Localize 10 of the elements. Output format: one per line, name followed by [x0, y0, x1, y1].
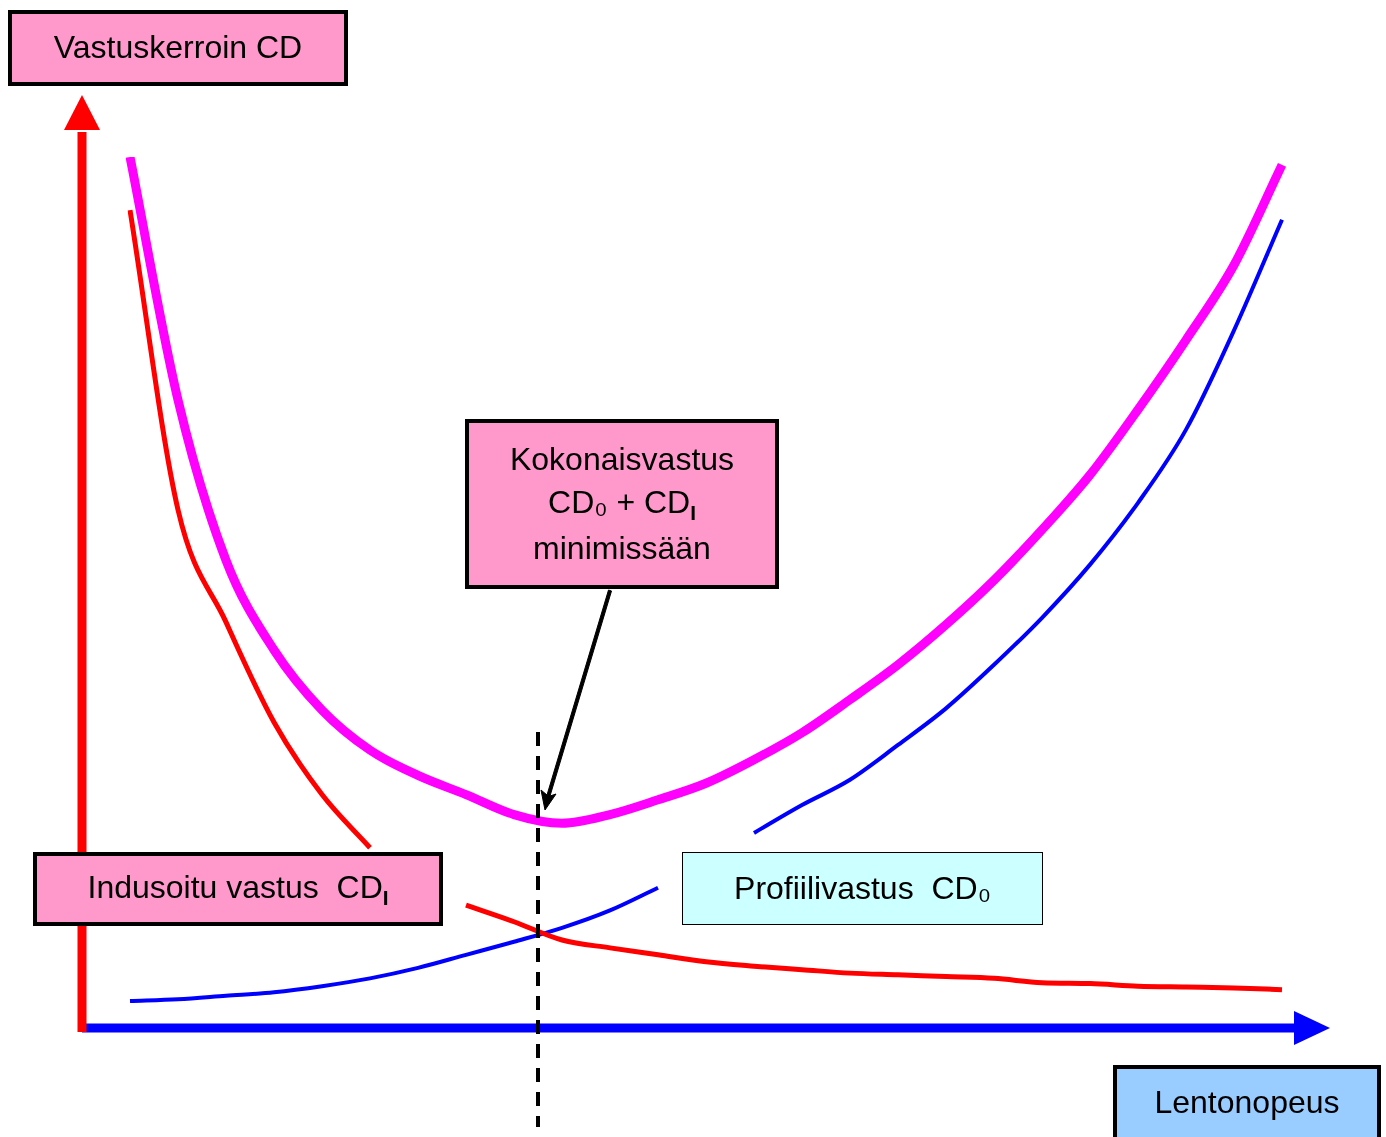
label-box: Profiilivastus CD₀ [682, 852, 1043, 925]
annotation: Kokonaisvastus CD₀ + CD$_{I}$ minimissään [509, 439, 735, 569]
series-label: Indusoitu vastus CD$_{I}$ [87, 867, 389, 912]
label-box: Vastuskerroin CD [8, 10, 348, 86]
label-box: Kokonaisvastus CD₀ + CD$_{I}$ minimissään [465, 419, 779, 589]
label-box: Indusoitu vastus CD$_{I}$ [33, 852, 443, 926]
series-label: Profiilivastus CD₀ [734, 868, 991, 908]
label-box: Lentonopeus [1113, 1065, 1381, 1137]
x-axis-title: Lentonopeus [1154, 1083, 1340, 1123]
y-axis-title: Vastuskerroin CD [53, 28, 303, 68]
